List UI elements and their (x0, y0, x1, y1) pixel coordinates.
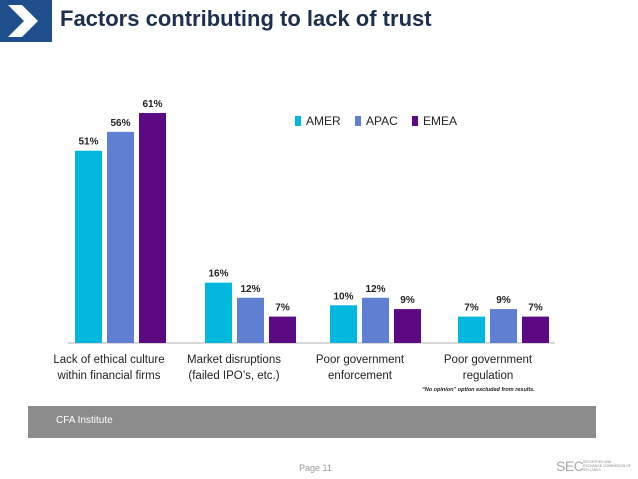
page-number: Page 11 (299, 463, 332, 473)
category-label-2-line-0: Poor government (316, 354, 405, 366)
category-label-1-line-0: Market disruptions (187, 354, 281, 366)
bar-amer-1 (205, 282, 232, 343)
data-label-apac-1: 12% (240, 284, 260, 295)
bar-apac-2 (362, 297, 389, 343)
category-label-0-line-0: Lack of ethical culture (53, 354, 164, 366)
bar-apac-0 (107, 131, 134, 343)
data-label-emea-0: 61% (142, 99, 162, 110)
category-label-1-line-1: (failed IPO’s, etc.) (188, 370, 279, 382)
chevron-right-icon (8, 5, 38, 37)
category-label-2-line-1: enforcement (328, 370, 393, 382)
chart-footnote: “No opinion” option excluded from result… (422, 387, 535, 393)
category-label-3-line-0: Poor government (444, 354, 533, 366)
legend-swatch-emea (412, 116, 418, 126)
category-label-0-line-1: within financial firms (57, 370, 161, 382)
data-label-emea-3: 7% (528, 303, 543, 314)
data-label-amer-1: 16% (208, 269, 228, 280)
data-label-apac-2: 12% (365, 284, 385, 295)
data-label-apac-0: 56% (110, 118, 130, 129)
bar-emea-0 (139, 113, 166, 343)
bar-emea-1 (269, 316, 296, 343)
legend-swatch-apac (355, 116, 361, 126)
data-label-amer-3: 7% (464, 303, 479, 314)
sec-logo-subtext: SECURITIES AND EXCHANGE COMMISSION OF SR… (583, 460, 631, 473)
bar-chart: 51% 16% 10% 7% 56% 12% 12% 9% 61% 7% 9% 7% Lack of e… (53, 99, 555, 393)
header-logo (0, 0, 52, 42)
data-label-emea-2: 9% (400, 295, 415, 306)
bar-apac-3 (490, 309, 517, 343)
bar-emea-2 (394, 309, 421, 343)
page-title: Factors contributing to lack of trust (60, 6, 432, 31)
legend-label-emea: EMEA (423, 114, 457, 128)
data-label-amer-0: 51% (78, 137, 98, 148)
bar-emea-3 (522, 316, 549, 343)
sec-logo: SEC (556, 458, 584, 474)
bar-apac-1 (237, 297, 264, 343)
data-label-emea-1: 7% (275, 303, 290, 314)
category-label-3-line-1: regulation (463, 370, 514, 382)
bar-amer-0 (75, 150, 102, 343)
legend-label-apac: APAC (366, 114, 398, 128)
data-label-amer-2: 10% (333, 291, 353, 302)
footer-bar: CFA Institute (28, 406, 596, 438)
data-label-apac-3: 9% (496, 295, 511, 306)
bar-amer-2 (330, 305, 357, 343)
source-label: CFA Institute (56, 415, 113, 426)
legend-label-amer: AMER (306, 114, 341, 128)
legend-swatch-amer (295, 116, 301, 126)
bar-amer-3 (458, 316, 485, 343)
